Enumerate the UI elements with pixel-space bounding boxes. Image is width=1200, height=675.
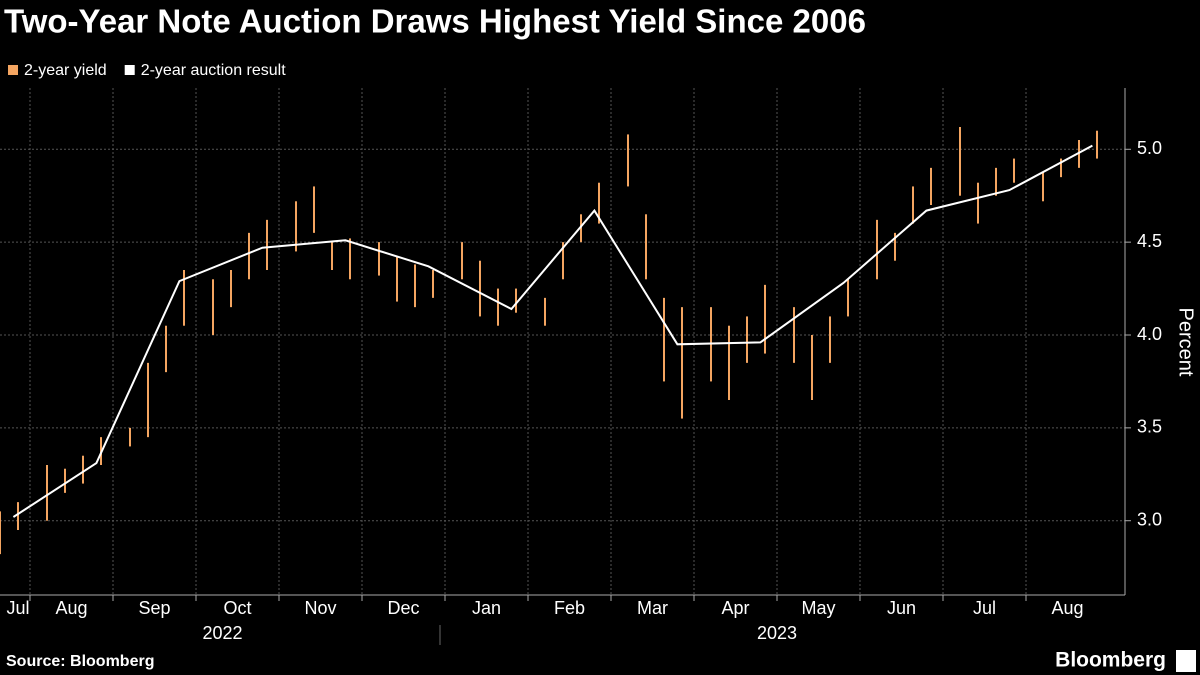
x-tick-label: Aug bbox=[55, 598, 87, 618]
legend-label: 2-year auction result bbox=[141, 62, 287, 79]
x-tick-label: Nov bbox=[304, 598, 336, 618]
y-tick-label: 5.0 bbox=[1137, 138, 1162, 158]
legend-swatch bbox=[8, 65, 18, 75]
x-tick-label: Jun bbox=[887, 598, 916, 618]
legend-label: 2-year yield bbox=[24, 62, 107, 79]
y-tick-label: 3.5 bbox=[1137, 417, 1162, 437]
brand-icon bbox=[1176, 650, 1196, 672]
auction-line bbox=[12, 144, 1093, 518]
y-axis-label: Percent bbox=[1175, 308, 1197, 377]
x-tick-label: Jul bbox=[6, 598, 29, 618]
x-tick-label: Sep bbox=[138, 598, 170, 618]
y-tick-label: 3.0 bbox=[1137, 509, 1162, 529]
x-tick-label: Jan bbox=[472, 598, 501, 618]
source: Source: Bloomberg bbox=[6, 653, 154, 670]
y-tick-label: 4.0 bbox=[1137, 324, 1162, 344]
x-tick-label: Mar bbox=[637, 598, 668, 618]
brand: Bloomberg bbox=[1055, 649, 1166, 672]
y-tick-label: 4.5 bbox=[1137, 231, 1162, 251]
x-tick-label: Dec bbox=[387, 598, 419, 618]
x-tick-label: Oct bbox=[223, 598, 251, 618]
x-tick-label: Aug bbox=[1051, 598, 1083, 618]
chart-title: Two-Year Note Auction Draws Highest Yiel… bbox=[4, 3, 866, 40]
x-tick-label: May bbox=[801, 598, 835, 618]
year-label: 2023 bbox=[757, 623, 797, 643]
legend-swatch bbox=[124, 65, 135, 75]
year-label: 2022 bbox=[202, 623, 242, 643]
x-tick-label: Apr bbox=[721, 598, 749, 618]
x-tick-label: Feb bbox=[554, 598, 585, 618]
x-tick-label: Jul bbox=[973, 598, 996, 618]
